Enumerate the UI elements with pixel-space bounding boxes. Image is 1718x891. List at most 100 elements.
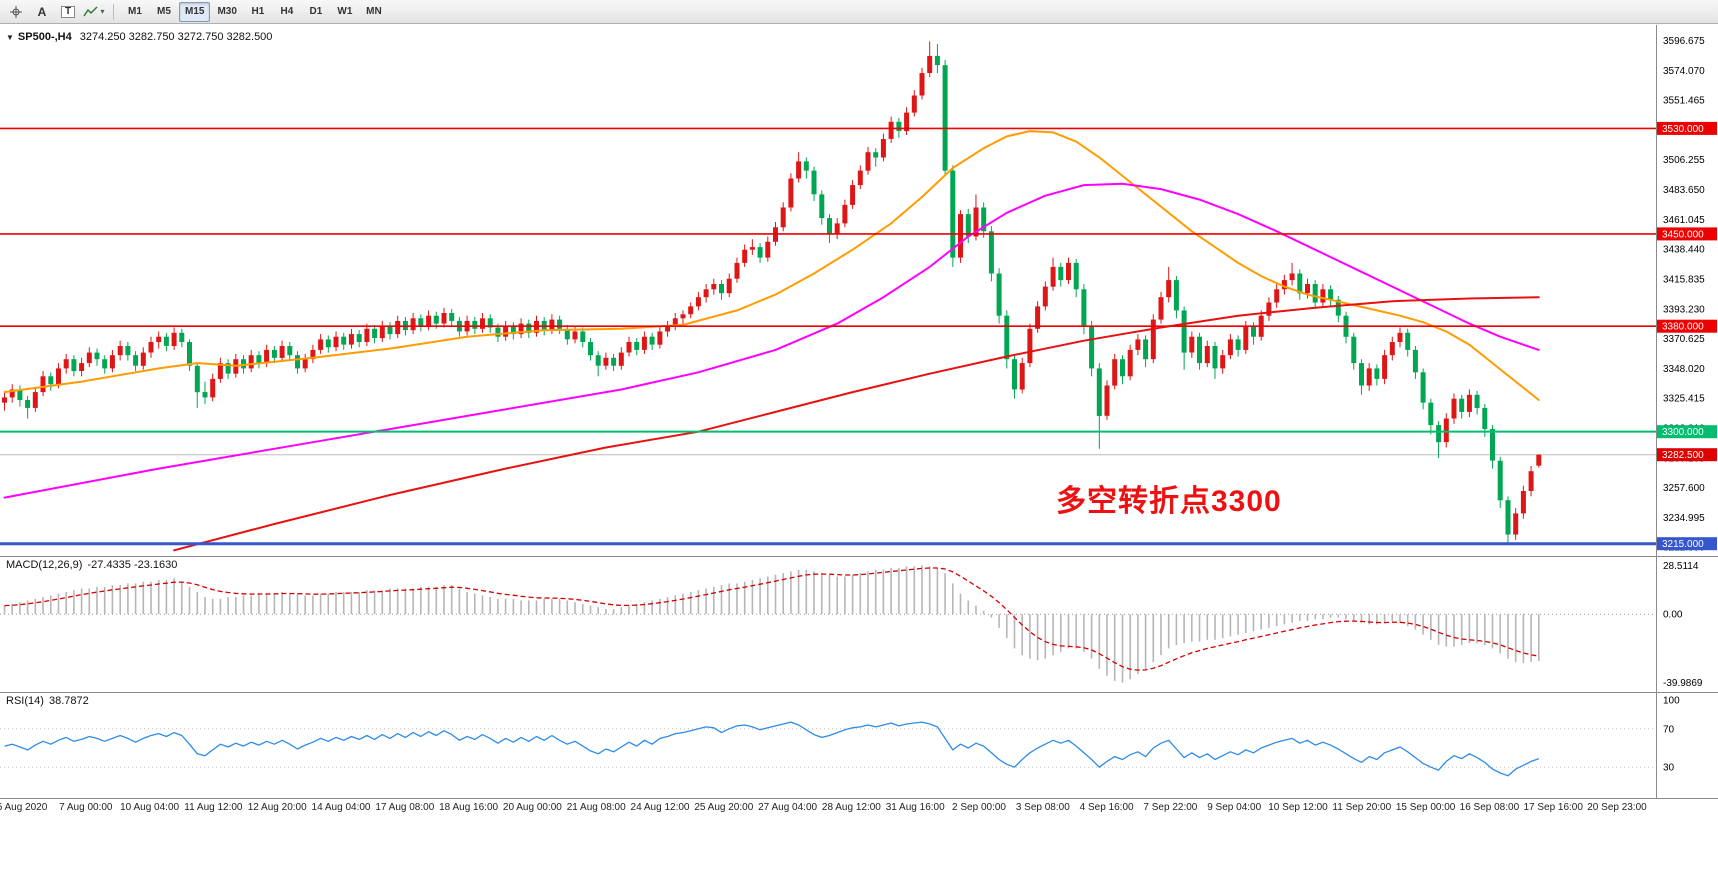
candle-bearish (950, 170, 956, 258)
price-tick-label: 3415.835 (1663, 275, 1705, 286)
candle-bearish (1374, 368, 1380, 379)
candle-bullish (410, 318, 416, 331)
candle-bullish (1104, 385, 1110, 416)
candle-bearish (1120, 359, 1125, 377)
time-axis-label: 7 Aug 00:00 (59, 802, 113, 813)
candle-bearish (1351, 336, 1357, 364)
candle-bullish (1305, 284, 1310, 294)
candle-bullish (834, 223, 840, 234)
price-tag (1657, 448, 1717, 462)
price-tick-label: 3596.675 (1663, 36, 1705, 47)
macd-values: -27.4335 -23.1630 (87, 559, 178, 571)
candle-bearish (1436, 425, 1442, 443)
candle-bearish (1089, 326, 1095, 369)
candle-bearish (1251, 326, 1256, 337)
candle-bullish (1166, 280, 1172, 298)
macd-scale[interactable] (1656, 557, 1718, 692)
candle-bearish (649, 336, 655, 345)
candle-bullish (618, 352, 624, 366)
price-scale[interactable] (1656, 25, 1718, 556)
candle-bearish (595, 355, 601, 366)
candle-bullish (1366, 368, 1372, 386)
timeframe-button-h4[interactable]: H4 (280, 6, 294, 17)
candle-bearish (988, 231, 994, 274)
crosshair-tool-button[interactable] (4, 1, 28, 23)
candle-bullish (1382, 355, 1388, 379)
price-chart[interactable]: 3596.6753574.0703551.4653528.8603506.255… (0, 25, 1718, 556)
candle-bearish (1505, 500, 1511, 535)
candle-bullish (973, 207, 979, 237)
candle-bullish (911, 95, 917, 113)
rsi-line (4, 721, 1540, 777)
candle-bullish (1389, 342, 1395, 356)
candle-bullish (888, 121, 894, 139)
rsi-scale[interactable] (1656, 693, 1718, 798)
candle-bullish (549, 319, 555, 331)
price-tag (1657, 227, 1717, 241)
candle-bearish (71, 359, 77, 372)
candle-bearish (1474, 394, 1480, 408)
collapse-triangle-icon[interactable]: ▼ (6, 32, 14, 42)
candle-bearish (1459, 398, 1465, 412)
timeframe-button-m1[interactable]: M1 (128, 6, 142, 17)
candle-bullish (665, 326, 671, 332)
price-tag (1657, 121, 1717, 135)
timeframe-button-m30[interactable]: M30 (217, 6, 237, 17)
toolbar: A T ▾ M1 M5 M15 M30 H1 H4 D1 W1 MN (0, 0, 1718, 24)
candle-bearish (287, 346, 293, 356)
time-axis-label: 24 Aug 12:00 (630, 802, 690, 813)
text-tool-button[interactable]: T (56, 1, 80, 23)
time-axis-label: 27 Aug 04:00 (758, 802, 818, 813)
candle-bearish (996, 273, 1002, 316)
price-tick-label: 3393.230 (1663, 304, 1705, 315)
candle-bearish (372, 328, 378, 338)
candle-bullish (210, 378, 216, 398)
candle-bearish (1297, 273, 1303, 294)
candle-bearish (387, 326, 393, 335)
timeframe-button-h1[interactable]: H1 (251, 6, 265, 17)
text-label-tool-button[interactable]: A (30, 1, 54, 23)
candle-bullish (1281, 280, 1287, 290)
macd-chart[interactable]: 28.5114 0.00 -39.9869 (0, 556, 1718, 692)
time-axis-label: 16 Sep 08:00 (1459, 802, 1520, 813)
time-axis-label: 10 Aug 04:00 (120, 802, 180, 813)
time-axis[interactable]: 5 Aug 2020 7 Aug 00:00 10 Aug 04:00 11 Aug … (0, 798, 1718, 821)
candle-bullish (1158, 297, 1164, 320)
timeframe-button-m15[interactable]: M15 (179, 1, 211, 22)
candle-bullish (1520, 491, 1526, 514)
time-axis-label: 7 Sep 22:00 (1143, 802, 1198, 813)
timeframe-button-m5[interactable]: M5 (157, 6, 171, 17)
macd-signal-line (4, 567, 1539, 671)
indicators-button[interactable]: ▾ (82, 1, 106, 23)
ma-slow-red (173, 296, 1540, 552)
macd-tick-label: -39.9869 (1663, 678, 1703, 689)
candle-bearish (1081, 289, 1087, 327)
candle-bullish (672, 318, 678, 327)
rsi-chart[interactable]: 100 70 30 (0, 692, 1718, 798)
price-tag-label: 3282.500 (1662, 450, 1704, 461)
chart-stack: ▼ SP500-,H4 3274.250 3282.750 3272.750 328… (0, 25, 1718, 891)
indicators-icon (83, 5, 99, 16)
candle-bullish (1135, 339, 1141, 350)
candle-bullish (927, 55, 933, 73)
candle-bullish (503, 326, 509, 337)
candle-bearish (48, 376, 54, 385)
time-axis-label: 20 Aug 00:00 (502, 802, 562, 813)
candle-bearish (942, 65, 948, 171)
timeframe-button-d1[interactable]: D1 (309, 6, 323, 17)
ma-mid-magenta (3, 182, 1540, 499)
rsi-tick-label: 70 (1663, 724, 1675, 735)
candle-bullish (1397, 332, 1403, 342)
candle-bullish (148, 342, 154, 353)
timeframe-button-w1[interactable]: W1 (337, 6, 353, 17)
price-tick-label: 3483.650 (1663, 185, 1705, 196)
rsi-tick-label: 100 (1663, 696, 1680, 707)
candle-bullish (109, 355, 115, 369)
timeframe-button-mn[interactable]: MN (366, 6, 382, 17)
ohlc-values: 3274.250 3282.750 3272.750 3282.500 (79, 31, 273, 43)
chart-title: ▼ SP500-,H4 3274.250 3282.750 3272.750 328… (6, 31, 272, 43)
candle-bullish (63, 359, 69, 369)
candle-bullish (279, 346, 285, 358)
candle-bullish (310, 349, 316, 360)
candle-bullish (379, 326, 385, 339)
